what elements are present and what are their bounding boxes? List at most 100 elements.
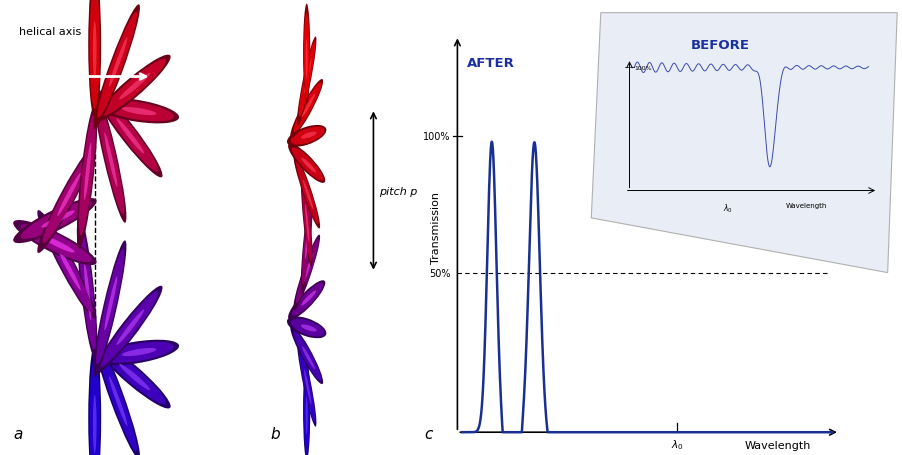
Ellipse shape [301, 132, 317, 139]
Ellipse shape [290, 325, 323, 384]
Ellipse shape [97, 13, 137, 118]
Ellipse shape [93, 334, 140, 455]
Ellipse shape [89, 359, 100, 455]
Ellipse shape [304, 369, 309, 454]
Text: 50%: 50% [428, 268, 450, 278]
Ellipse shape [93, 56, 170, 123]
Text: 100%: 100% [634, 66, 652, 71]
Text: b: b [271, 426, 281, 441]
Text: 100%: 100% [423, 131, 450, 142]
Ellipse shape [291, 148, 323, 181]
Ellipse shape [306, 395, 308, 435]
Text: Transmission: Transmission [431, 192, 441, 263]
Ellipse shape [287, 317, 327, 339]
Ellipse shape [100, 60, 166, 117]
Text: $\lambda_0$: $\lambda_0$ [723, 202, 732, 215]
Ellipse shape [93, 89, 162, 178]
Ellipse shape [42, 221, 93, 313]
Text: AFTER: AFTER [467, 57, 515, 70]
Ellipse shape [301, 158, 316, 173]
Ellipse shape [299, 346, 316, 422]
Ellipse shape [84, 263, 91, 321]
Ellipse shape [93, 241, 126, 377]
Ellipse shape [305, 221, 309, 260]
Ellipse shape [302, 95, 315, 118]
Ellipse shape [93, 340, 179, 365]
Ellipse shape [93, 5, 140, 130]
Ellipse shape [101, 101, 174, 122]
Ellipse shape [293, 83, 321, 133]
Ellipse shape [93, 99, 179, 124]
Text: $\lambda_0$: $\lambda_0$ [671, 437, 684, 450]
Ellipse shape [116, 119, 144, 154]
Ellipse shape [304, 59, 311, 95]
Ellipse shape [291, 283, 323, 316]
Ellipse shape [122, 108, 156, 116]
Ellipse shape [78, 114, 96, 236]
Ellipse shape [290, 127, 325, 145]
Ellipse shape [96, 249, 124, 364]
Ellipse shape [100, 347, 166, 404]
Ellipse shape [293, 235, 320, 311]
Ellipse shape [99, 292, 159, 367]
Ellipse shape [84, 143, 91, 201]
Ellipse shape [21, 225, 92, 263]
Text: helical axis: helical axis [19, 27, 81, 37]
Ellipse shape [37, 211, 97, 319]
Ellipse shape [88, 346, 101, 455]
Ellipse shape [77, 106, 97, 249]
Ellipse shape [305, 204, 309, 243]
Ellipse shape [119, 364, 151, 390]
Ellipse shape [287, 126, 327, 147]
Ellipse shape [96, 100, 124, 215]
Ellipse shape [42, 152, 93, 243]
Ellipse shape [93, 341, 170, 409]
Ellipse shape [306, 40, 308, 80]
Ellipse shape [301, 325, 317, 332]
Ellipse shape [105, 277, 117, 331]
Ellipse shape [293, 153, 320, 229]
Ellipse shape [88, 0, 101, 118]
Ellipse shape [290, 80, 323, 139]
Text: Wavelength: Wavelength [786, 202, 827, 208]
Ellipse shape [21, 202, 92, 239]
Ellipse shape [288, 281, 326, 320]
Ellipse shape [297, 338, 317, 427]
Ellipse shape [293, 331, 321, 381]
Ellipse shape [300, 197, 313, 294]
Ellipse shape [93, 22, 97, 80]
Text: c: c [424, 426, 432, 441]
Ellipse shape [304, 369, 311, 405]
Ellipse shape [14, 198, 97, 243]
Ellipse shape [299, 42, 316, 118]
Ellipse shape [297, 37, 317, 126]
Ellipse shape [302, 179, 312, 262]
Ellipse shape [105, 133, 117, 187]
Ellipse shape [93, 395, 97, 453]
Ellipse shape [78, 228, 96, 350]
Text: a: a [14, 426, 23, 441]
Ellipse shape [41, 236, 75, 253]
Ellipse shape [290, 319, 325, 337]
Ellipse shape [101, 342, 174, 363]
Ellipse shape [296, 239, 318, 303]
Ellipse shape [89, 0, 100, 110]
Ellipse shape [57, 248, 81, 291]
Ellipse shape [296, 161, 318, 225]
Ellipse shape [77, 215, 97, 359]
Ellipse shape [302, 202, 312, 285]
Ellipse shape [288, 144, 326, 183]
Ellipse shape [119, 74, 151, 100]
Ellipse shape [97, 346, 137, 451]
Ellipse shape [93, 286, 162, 375]
Ellipse shape [122, 348, 156, 356]
Ellipse shape [99, 97, 159, 172]
Ellipse shape [37, 145, 97, 253]
Ellipse shape [303, 359, 310, 455]
Ellipse shape [116, 310, 144, 345]
Ellipse shape [303, 5, 310, 105]
Ellipse shape [41, 211, 75, 228]
Ellipse shape [109, 38, 127, 88]
Polygon shape [592, 14, 897, 273]
Ellipse shape [14, 221, 97, 266]
